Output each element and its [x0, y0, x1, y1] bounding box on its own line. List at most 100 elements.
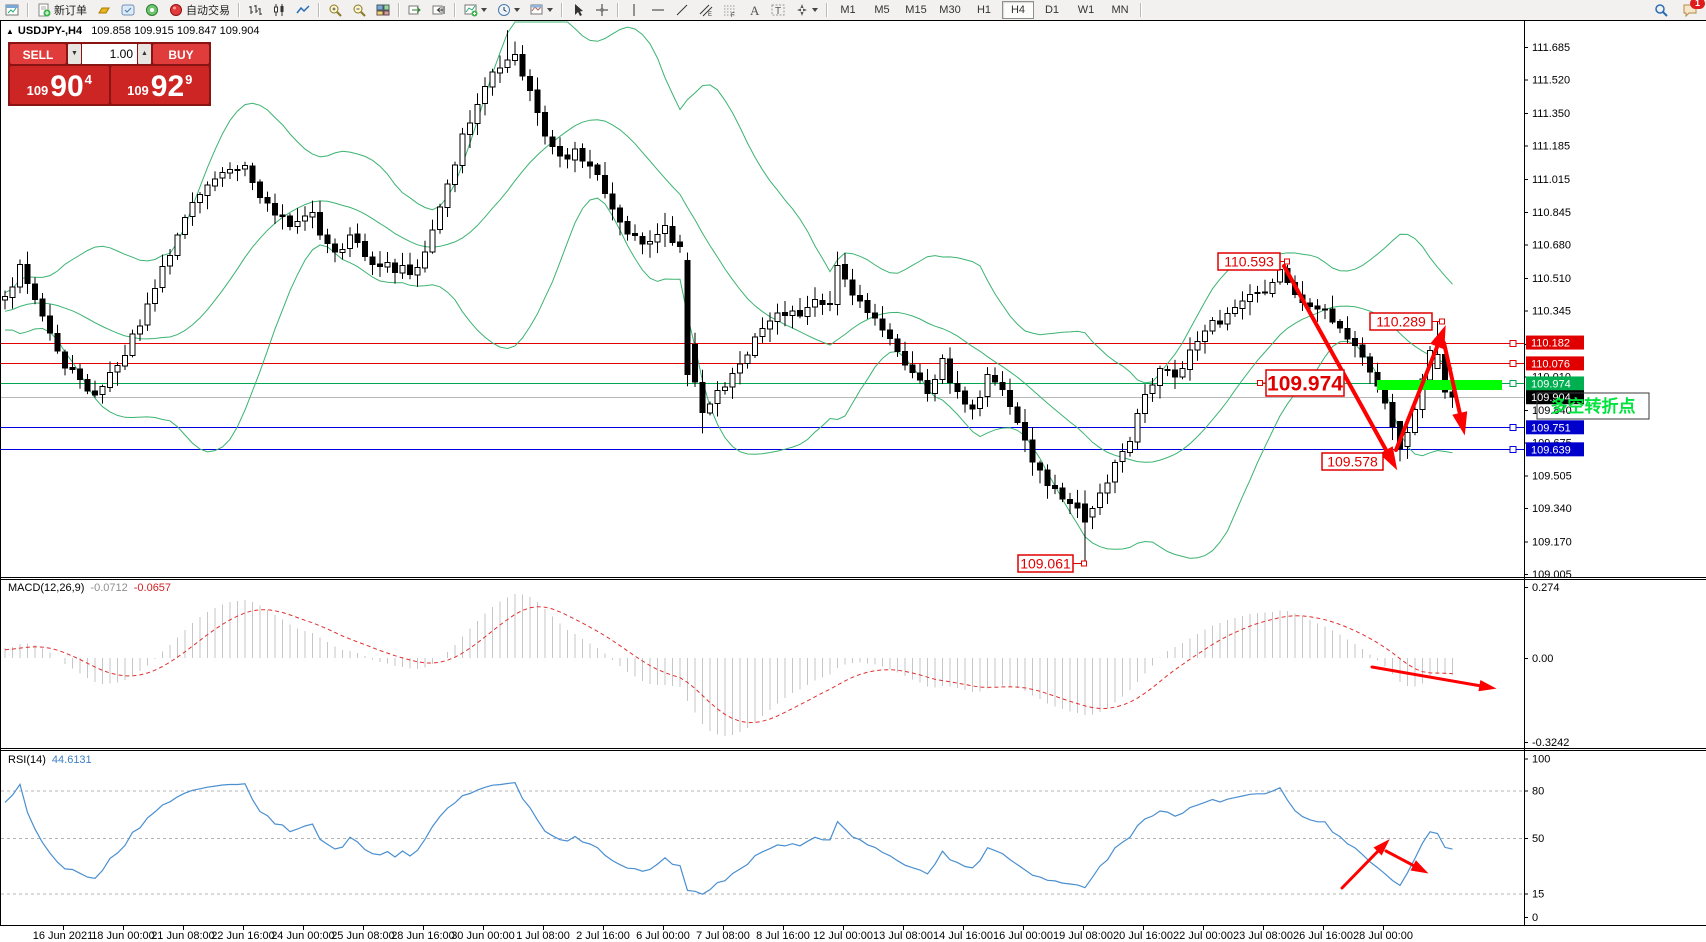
- svg-text:50: 50: [1532, 833, 1544, 845]
- trend-arrow[interactable]: [1282, 264, 1398, 471]
- line-handle[interactable]: [1509, 446, 1517, 453]
- fibonacci-button[interactable]: F: [719, 1, 741, 19]
- line-handle[interactable]: [1509, 380, 1517, 387]
- new-order-button[interactable]: 新订单: [33, 1, 91, 19]
- timeframe-button-W1[interactable]: W1: [1077, 4, 1095, 16]
- trend-arrow[interactable]: [1340, 839, 1390, 890]
- turning-point-note[interactable]: 多空转折点: [1536, 392, 1650, 420]
- chat-button[interactable]: 1: [1679, 0, 1705, 19]
- notification-badge: 1: [1690, 0, 1705, 9]
- svg-text:19 Jul 08:00: 19 Jul 08:00: [1053, 930, 1113, 942]
- annotation-label-109.578[interactable]: 109.578: [1321, 452, 1384, 471]
- svg-text:12 Jul 00:00: 12 Jul 00:00: [813, 930, 873, 942]
- autoscroll-icon: [408, 3, 422, 17]
- timeframe-button-M1[interactable]: M1: [840, 4, 856, 16]
- svg-text:7 Jul 08:00: 7 Jul 08:00: [696, 930, 750, 942]
- indicators-button[interactable]: [460, 1, 491, 19]
- zoom-in-button[interactable]: [324, 1, 346, 19]
- annotation-label-110.593[interactable]: 110.593: [1217, 252, 1290, 271]
- collapse-panel-icon[interactable]: ▲: [6, 27, 14, 36]
- buy-button[interactable]: BUY: [153, 44, 209, 64]
- svg-text:111.185: 111.185: [1532, 140, 1570, 152]
- macd-panel[interactable]: 0.274 0.00 -0.3242: [4, 582, 1569, 749]
- channel-button[interactable]: E: [695, 1, 717, 19]
- crosshair-button[interactable]: [591, 1, 613, 19]
- templates-button[interactable]: [526, 1, 557, 19]
- svg-text:18 Jun 00:00: 18 Jun 00:00: [91, 930, 155, 942]
- line-handle[interactable]: [1509, 340, 1517, 347]
- bid-prefix: 109: [26, 83, 49, 98]
- panel-frames: [0, 20, 1706, 926]
- cursor-button[interactable]: [567, 1, 589, 19]
- trend-arrow[interactable]: [1384, 849, 1429, 874]
- annotations-layer[interactable]: 110.593 110.289 109.974 109.578 109.061 多空转折点: [1017, 252, 1650, 890]
- search-button[interactable]: [1650, 1, 1672, 19]
- svg-text:110.845: 110.845: [1532, 207, 1571, 219]
- svg-text:110.593: 110.593: [1224, 254, 1274, 270]
- vertical-line-button[interactable]: [623, 1, 645, 19]
- annotation-label-109.974[interactable]: 109.974: [1257, 369, 1345, 397]
- support-zone-bar[interactable]: [1377, 380, 1502, 390]
- trend-arrow[interactable]: [1394, 325, 1446, 452]
- candlestick-chart-button[interactable]: [268, 1, 290, 19]
- svg-text:0: 0: [1532, 912, 1538, 924]
- timeframe-button-D1[interactable]: D1: [1044, 4, 1060, 16]
- svg-text:109.061: 109.061: [1020, 556, 1071, 572]
- sell-button[interactable]: SELL: [10, 44, 66, 64]
- periods-button[interactable]: [493, 1, 524, 19]
- toolbar-separator: [826, 3, 828, 17]
- autotrading-button[interactable]: 自动交易: [165, 1, 234, 19]
- timeframe-button-H4[interactable]: H4: [1002, 1, 1034, 19]
- chart-window-button[interactable]: [1, 1, 23, 19]
- ask-price[interactable]: 109 92 9: [110, 66, 209, 104]
- toolbar-separator: [617, 3, 619, 17]
- toolbar-separator: [318, 3, 320, 17]
- auto-scroll-button[interactable]: [404, 1, 426, 19]
- ohlc-low: 109.847: [176, 25, 217, 37]
- trend-arrow[interactable]: [1442, 341, 1468, 436]
- toolbar-separator: [454, 3, 456, 17]
- timeframe-button-M5[interactable]: M5: [874, 4, 890, 16]
- chart-shift-button[interactable]: [428, 1, 450, 19]
- annotation-label-109.061[interactable]: 109.061: [1017, 554, 1087, 573]
- chart-window-icon: [5, 3, 19, 17]
- timeframe-button-M30[interactable]: M30: [939, 4, 961, 16]
- macd-indicator-label: MACD(12,26,9) -0.0712 -0.0657: [8, 582, 171, 594]
- lot-input[interactable]: [82, 44, 137, 64]
- trend-arrow[interactable]: [1370, 665, 1497, 692]
- text-button[interactable]: A: [743, 1, 765, 19]
- svg-text:109.751: 109.751: [1531, 422, 1571, 434]
- timeframe-button-MN[interactable]: MN: [1111, 4, 1129, 16]
- bar-chart-button[interactable]: [244, 1, 266, 19]
- line-handle[interactable]: [1509, 360, 1517, 367]
- line-chart-button[interactable]: [292, 1, 314, 19]
- trendline-button[interactable]: [671, 1, 693, 19]
- signals-button[interactable]: [141, 1, 163, 19]
- annotation-label-110.289[interactable]: 110.289: [1369, 312, 1445, 331]
- line-handle[interactable]: [1509, 424, 1517, 431]
- arrows-button[interactable]: [791, 1, 822, 19]
- toolbar-separator: [27, 3, 29, 17]
- timeframe-button-H1[interactable]: H1: [976, 4, 992, 16]
- bid-price[interactable]: 109 90 4: [10, 66, 109, 104]
- meta-editor-button[interactable]: [117, 1, 139, 19]
- trendline-icon: [675, 3, 689, 17]
- symbol-info-bar[interactable]: ▲ USDJPY-,H4 109.858 109.915 109.847 109.…: [6, 25, 259, 37]
- toolbar-separator: [1140, 3, 1142, 17]
- tile-windows-button[interactable]: [372, 1, 394, 19]
- chevron-down-icon: [812, 8, 818, 12]
- timeframe-button-M15[interactable]: M15: [905, 4, 927, 16]
- lot-increase-button[interactable]: ▲: [138, 44, 151, 64]
- text-label-button[interactable]: T: [767, 1, 789, 19]
- zoom-out-button[interactable]: [348, 1, 370, 19]
- horizontal-line-button[interactable]: [647, 1, 669, 19]
- price-axis[interactable]: 111.685 111.520 111.350 111.185 111.015 110.8…: [1524, 42, 1584, 581]
- market-watch-button[interactable]: [93, 1, 115, 19]
- svg-text:E: E: [708, 12, 712, 17]
- price-chart[interactable]: 111.685 111.520 111.350 111.185 111.015 110.8…: [0, 20, 1706, 942]
- bollinger-bands: [4, 21, 1453, 559]
- fibo-icon: F: [723, 3, 737, 17]
- lot-decrease-button[interactable]: ▼: [68, 44, 81, 64]
- rsi-panel[interactable]: 100 80 50 15 0: [1, 754, 1550, 924]
